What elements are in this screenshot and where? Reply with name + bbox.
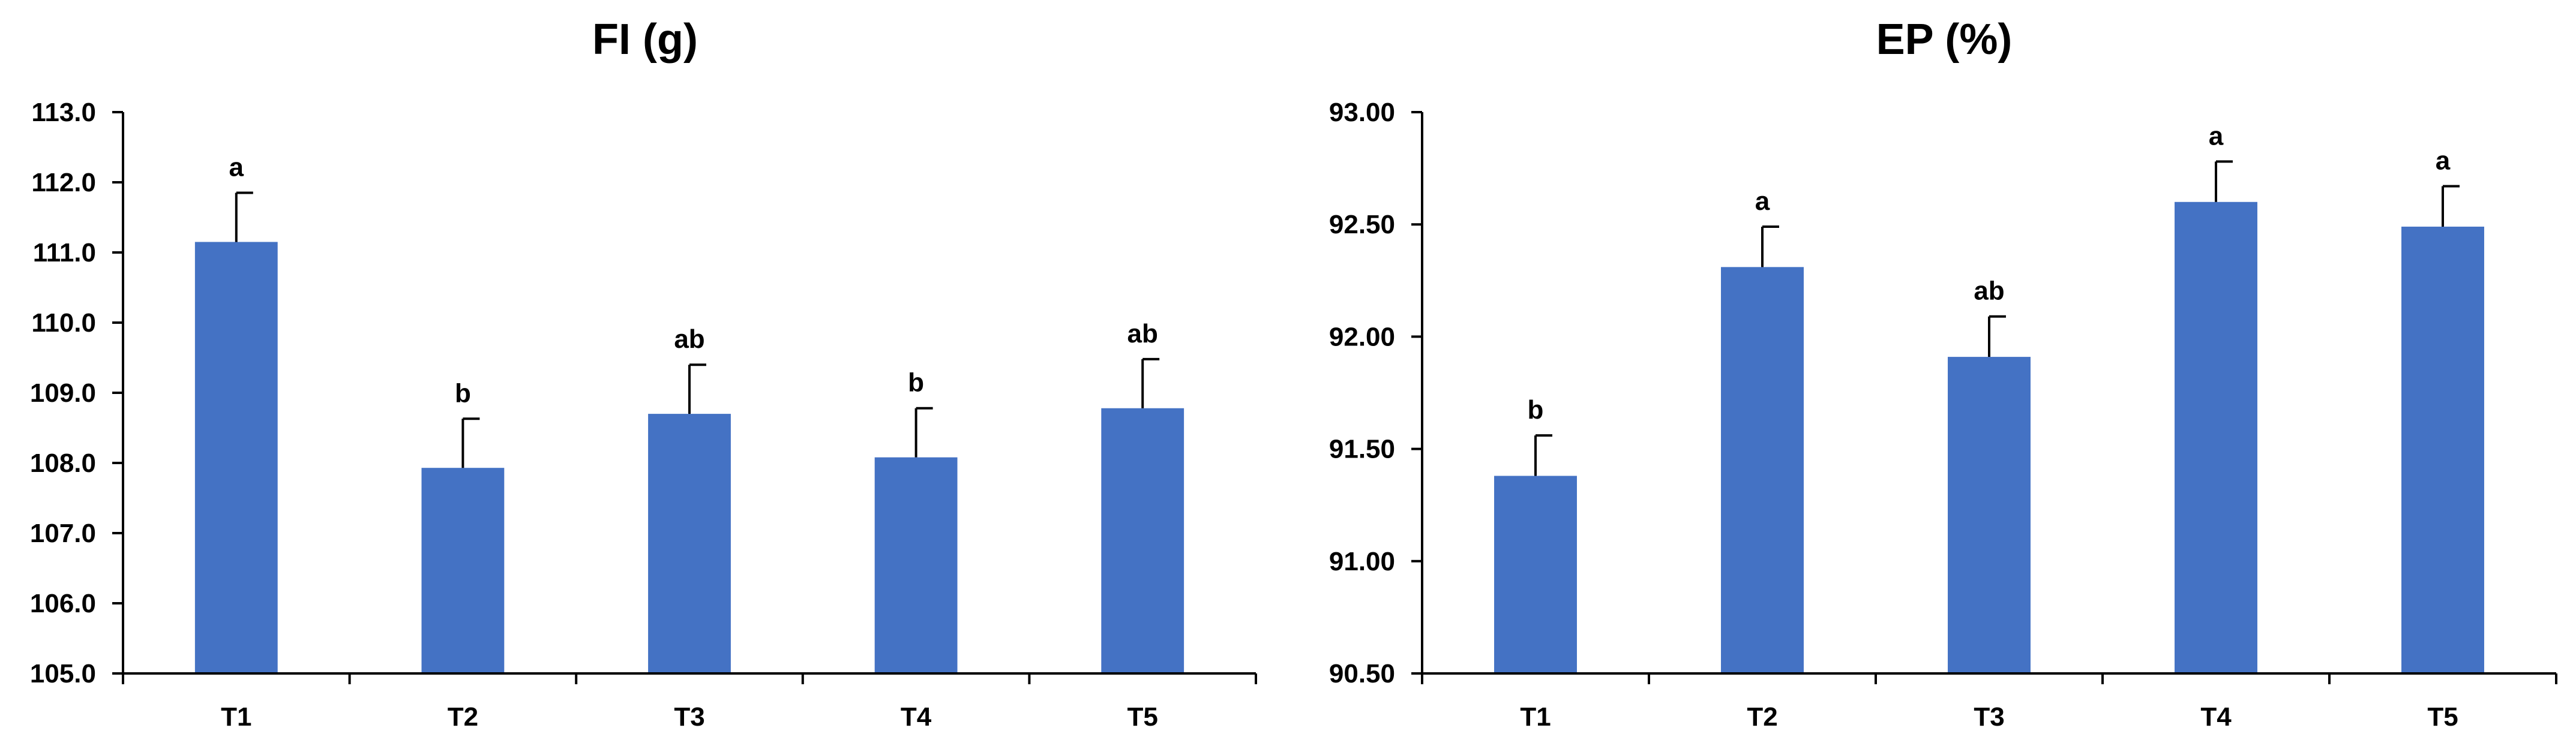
bar-t3 — [648, 414, 731, 673]
y-tick-label: 90.50 — [1329, 659, 1395, 688]
y-tick-label: 110.0 — [31, 308, 96, 338]
bar-t4 — [874, 457, 958, 673]
y-tick-label: 112.0 — [31, 168, 96, 197]
bar-t2 — [1721, 267, 1804, 673]
y-tick-label: 92.50 — [1329, 210, 1395, 239]
bar-t5 — [1101, 408, 1184, 673]
significance-label: b — [455, 378, 471, 408]
bar-t5 — [2401, 226, 2484, 674]
chart-title: EP (%) — [1876, 16, 2013, 64]
significance-label: b — [1528, 395, 1544, 425]
bar-t4 — [2175, 201, 2257, 673]
significance-label: a — [229, 153, 244, 182]
significance-label: b — [908, 368, 924, 398]
bar-t3 — [1948, 357, 2031, 673]
x-tick-label: T1 — [221, 702, 251, 732]
x-tick-label: T3 — [1974, 702, 2004, 732]
significance-label: a — [2436, 146, 2451, 176]
y-tick-label: 109.0 — [30, 378, 96, 408]
x-tick-label: T4 — [2200, 702, 2232, 732]
significance-label: a — [1755, 187, 1770, 216]
chart-fi: FI (g) 105.0 106.0 107.0 108.0 109.0 110.0 111.… — [30, 16, 1257, 732]
y-tick-label: 111.0 — [33, 238, 96, 267]
y-tick-label: 93.00 — [1329, 98, 1395, 127]
y-tick-label: 91.50 — [1329, 435, 1395, 464]
chart-title: FI (g) — [592, 16, 698, 64]
y-tick-label: 107.0 — [30, 519, 96, 548]
y-tick-label: 108.0 — [30, 449, 96, 478]
significance-label: ab — [674, 324, 704, 354]
x-tick-label: T3 — [674, 702, 704, 732]
y-tick-label: 105.0 — [30, 659, 96, 688]
y-tick-label: 91.00 — [1329, 547, 1395, 576]
bar-t2 — [421, 468, 505, 673]
significance-label: a — [2209, 121, 2224, 151]
x-tick-label: T2 — [1747, 702, 1777, 732]
significance-label: ab — [1974, 276, 2004, 306]
chart-ep: EP (%) 90.50 91.00 91.50 92.00 92.50 93.00 b T1 a… — [1329, 16, 2557, 732]
x-tick-label: T2 — [448, 702, 478, 732]
x-tick-label: T5 — [1127, 702, 1158, 732]
x-tick-label: T1 — [1520, 702, 1551, 732]
x-tick-label: T4 — [901, 702, 932, 732]
x-tick-label: T5 — [2427, 702, 2458, 732]
significance-label: ab — [1127, 319, 1158, 348]
y-tick-label: 92.00 — [1329, 322, 1395, 351]
bar-t1 — [1494, 476, 1577, 673]
y-tick-label: 106.0 — [30, 589, 96, 618]
y-tick-label: 113.0 — [31, 98, 96, 127]
bar-t1 — [194, 242, 278, 673]
